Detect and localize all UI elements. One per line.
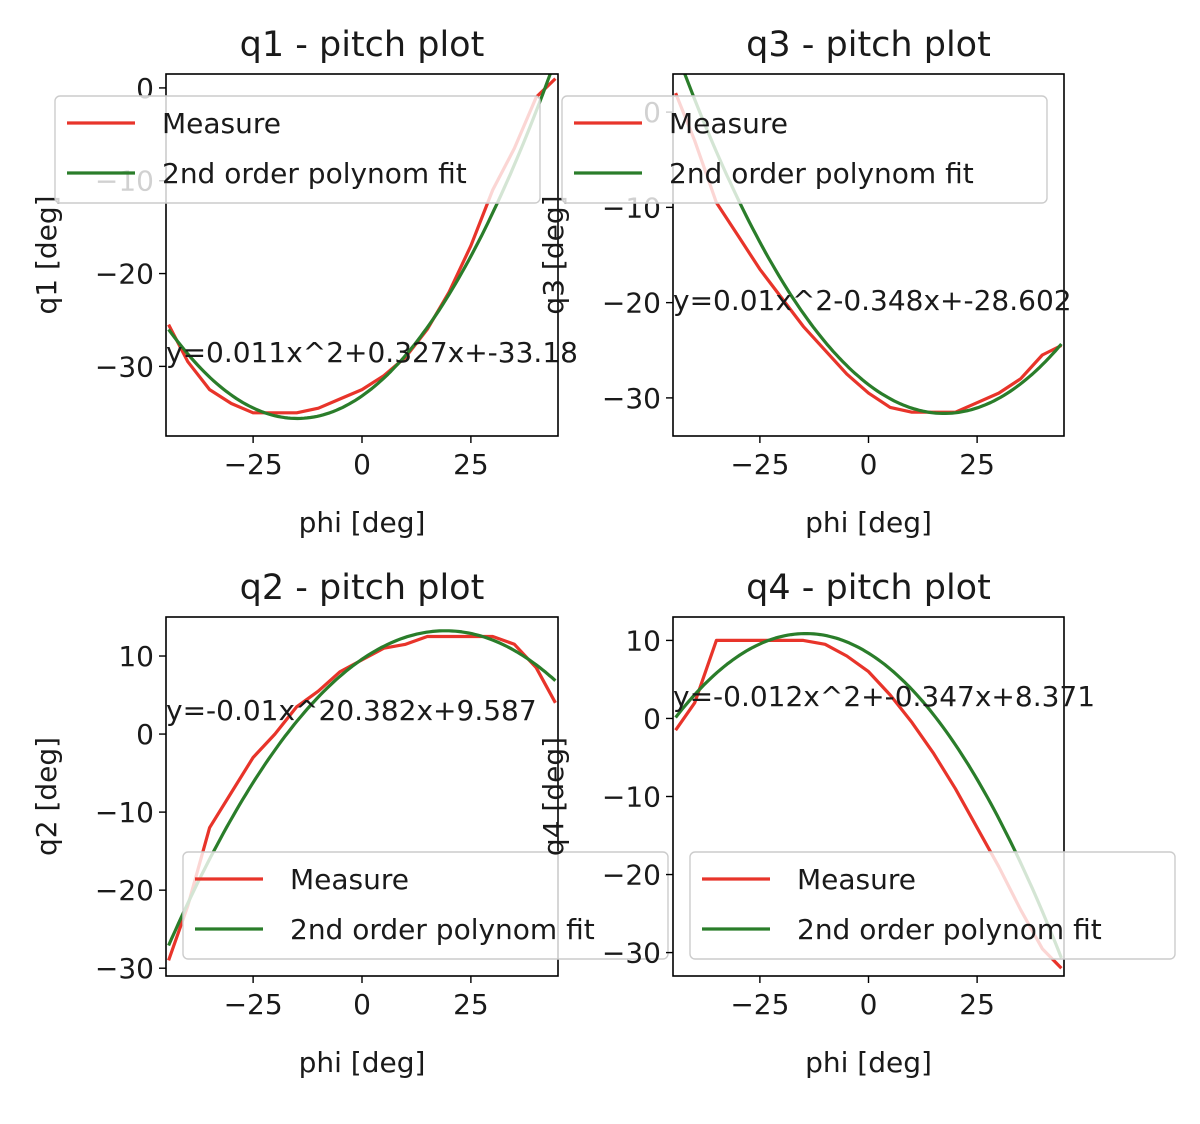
x-tick-label: −25 xyxy=(224,988,283,1021)
y-tick-label: −30 xyxy=(95,952,154,985)
x-tick-label: 0 xyxy=(353,448,371,481)
x-tick-label: −25 xyxy=(730,988,789,1021)
y-tick-label: −30 xyxy=(95,350,154,383)
x-tick-label: −25 xyxy=(224,448,283,481)
y-tick-label: −10 xyxy=(95,796,154,829)
fit-equation-annotation: y=-0.012x^2+-0.347x+8.371 xyxy=(673,680,1095,713)
fit-equation-annotation: y=0.01x^2-0.348x+-28.602 xyxy=(673,284,1072,317)
fit-series-line xyxy=(167,629,557,947)
fit-equation-annotation: y=0.011x^2+0.327x+-33.18 xyxy=(166,336,578,369)
legend-box xyxy=(689,851,1176,960)
y-tick-label: 10 xyxy=(118,640,154,673)
y-axis-label: q2 [deg] xyxy=(30,737,63,856)
y-tick-label: −10 xyxy=(602,781,661,814)
legend-box xyxy=(54,95,541,204)
legend-entry-label: Measure xyxy=(669,107,788,140)
x-tick-label: 25 xyxy=(453,988,489,1021)
fit-equation-annotation: y=-0.01x^20.382x+9.587 xyxy=(166,694,537,727)
x-axis-label: phi [deg] xyxy=(805,1046,932,1079)
legend-entry-label: 2nd order polynom fit xyxy=(797,913,1102,946)
x-axis-label: phi [deg] xyxy=(299,1046,426,1079)
legend-entry-label: Measure xyxy=(797,863,916,896)
y-tick-label: −20 xyxy=(95,874,154,907)
legend-box xyxy=(561,95,1048,204)
legend-entry-label: Measure xyxy=(290,863,409,896)
subplot-4: q4 - pitch plot −25 0 25 10 0 −10 −20 −30 phi [de… xyxy=(537,568,1176,1079)
fit-series-line xyxy=(167,74,552,421)
subplot-title: q2 - pitch plot xyxy=(240,568,485,608)
y-tick-label: −20 xyxy=(602,859,661,892)
subplot-3: q2 - pitch plot −25 0 25 10 0 −10 −20 −30 phi [de… xyxy=(30,568,669,1079)
x-axis-label: phi [deg] xyxy=(805,506,932,539)
y-axis-label: q3 [deg] xyxy=(537,195,570,314)
x-tick-label: 0 xyxy=(860,988,878,1021)
y-tick-label: −20 xyxy=(95,258,154,291)
y-tick-label: −30 xyxy=(602,937,661,970)
legend-entry-label: 2nd order polynom fit xyxy=(162,157,467,190)
y-tick-label: 0 xyxy=(136,718,154,751)
subplot-title: q3 - pitch plot xyxy=(746,25,991,65)
legend: Measure 2nd order polynom fit xyxy=(689,851,1176,960)
legend-box xyxy=(182,851,669,960)
x-tick-label: 0 xyxy=(860,448,878,481)
x-tick-label: 25 xyxy=(453,448,489,481)
subplot-title: q1 - pitch plot xyxy=(240,25,485,65)
y-tick-label: 0 xyxy=(643,702,661,735)
legend: Measure 2nd order polynom fit xyxy=(54,95,541,204)
x-tick-label: −25 xyxy=(730,448,789,481)
subplot-title: q4 - pitch plot xyxy=(746,568,991,608)
x-tick-label: 0 xyxy=(353,988,371,1021)
fit-series-line xyxy=(674,632,1063,959)
y-tick-label: −30 xyxy=(602,382,661,415)
x-axis-label: phi [deg] xyxy=(299,506,426,539)
x-tick-label: 25 xyxy=(959,988,995,1021)
legend: Measure 2nd order polynom fit xyxy=(561,95,1048,204)
y-tick-label: 10 xyxy=(625,624,661,657)
measure-series-line xyxy=(674,92,1063,414)
legend-entry-label: Measure xyxy=(162,107,281,140)
y-axis-label: q4 [deg] xyxy=(537,737,570,856)
legend-entry-label: 2nd order polynom fit xyxy=(290,913,595,946)
y-axis-label: q1 [deg] xyxy=(30,195,63,314)
legend-entry-label: 2nd order polynom fit xyxy=(669,157,974,190)
x-tick-label: 25 xyxy=(959,448,995,481)
y-tick-label: −20 xyxy=(602,287,661,320)
legend: Measure 2nd order polynom fit xyxy=(182,851,669,960)
